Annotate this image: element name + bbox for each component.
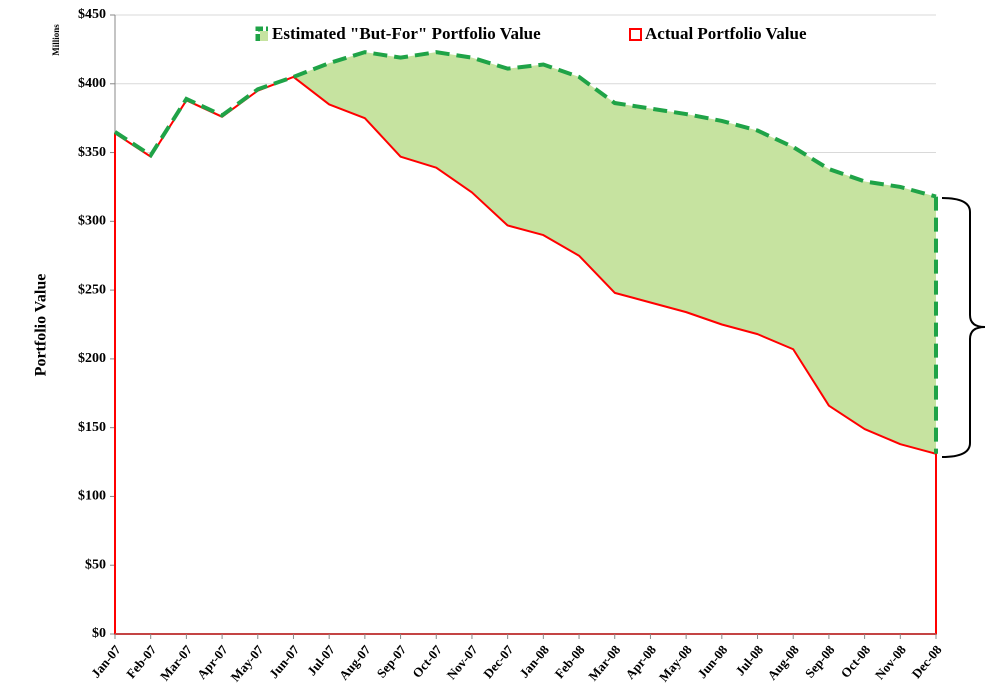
y-unit-label: Millions (51, 24, 61, 56)
x-tick-label: Oct-07 (409, 642, 445, 681)
x-tick-label: Aug-08 (764, 642, 802, 683)
x-tick-label: Feb-08 (552, 642, 588, 681)
legend-label: Estimated "But-For" Portfolio Value (272, 24, 541, 43)
x-tick-label: Jun-08 (694, 642, 730, 681)
y-tick-label: $0 (92, 626, 106, 641)
x-tick-label: Nov-07 (444, 642, 481, 682)
x-tick-label: Dec-07 (480, 642, 516, 681)
x-tick-label: Mar-07 (157, 642, 195, 684)
x-tick-label: Sep-08 (802, 642, 838, 681)
y-tick-label: $300 (78, 214, 106, 229)
x-tick-label: Mar-08 (585, 642, 623, 684)
y-tick-label: $450 (78, 7, 106, 22)
y-tick-label: $200 (78, 351, 106, 366)
legend-label: Actual Portfolio Value (645, 24, 807, 43)
y-tick-label: $50 (85, 557, 106, 572)
x-tick-label: May-08 (656, 642, 695, 685)
x-tick-label: May-07 (227, 642, 266, 685)
legend-swatch (255, 26, 268, 41)
y-tick-label: $100 (78, 489, 106, 504)
x-tick-label: Dec-08 (908, 642, 944, 681)
legend-swatch (629, 28, 642, 41)
line-estimated (113, 50, 937, 199)
area-actual (114, 75, 937, 635)
legend-swatch-fill (260, 31, 268, 41)
y-tick-label: $400 (78, 76, 106, 91)
x-tick-label: Apr-08 (622, 642, 659, 682)
x-tick-label: Jul-08 (732, 642, 766, 679)
x-tick-label: Jan-07 (88, 642, 124, 681)
y-tick-label: $250 (78, 282, 106, 297)
y-tick-label: $150 (78, 420, 106, 435)
x-tick-label: Nov-08 (872, 642, 909, 682)
y-tick-label: $350 (78, 145, 106, 160)
x-tick-label: Oct-08 (838, 642, 874, 681)
x-tick-label: Sep-07 (374, 642, 410, 681)
x-tick-label: Jan-08 (516, 642, 552, 681)
y-axis-label: Portfolio Value (33, 274, 50, 377)
x-tick-label: Apr-07 (194, 642, 231, 682)
x-tick-label: Aug-07 (336, 642, 374, 683)
x-tick-label: Jul-07 (304, 642, 338, 679)
brace (941, 197, 986, 458)
x-tick-label: Feb-07 (123, 642, 159, 681)
x-tick-label: Jun-07 (266, 642, 302, 681)
